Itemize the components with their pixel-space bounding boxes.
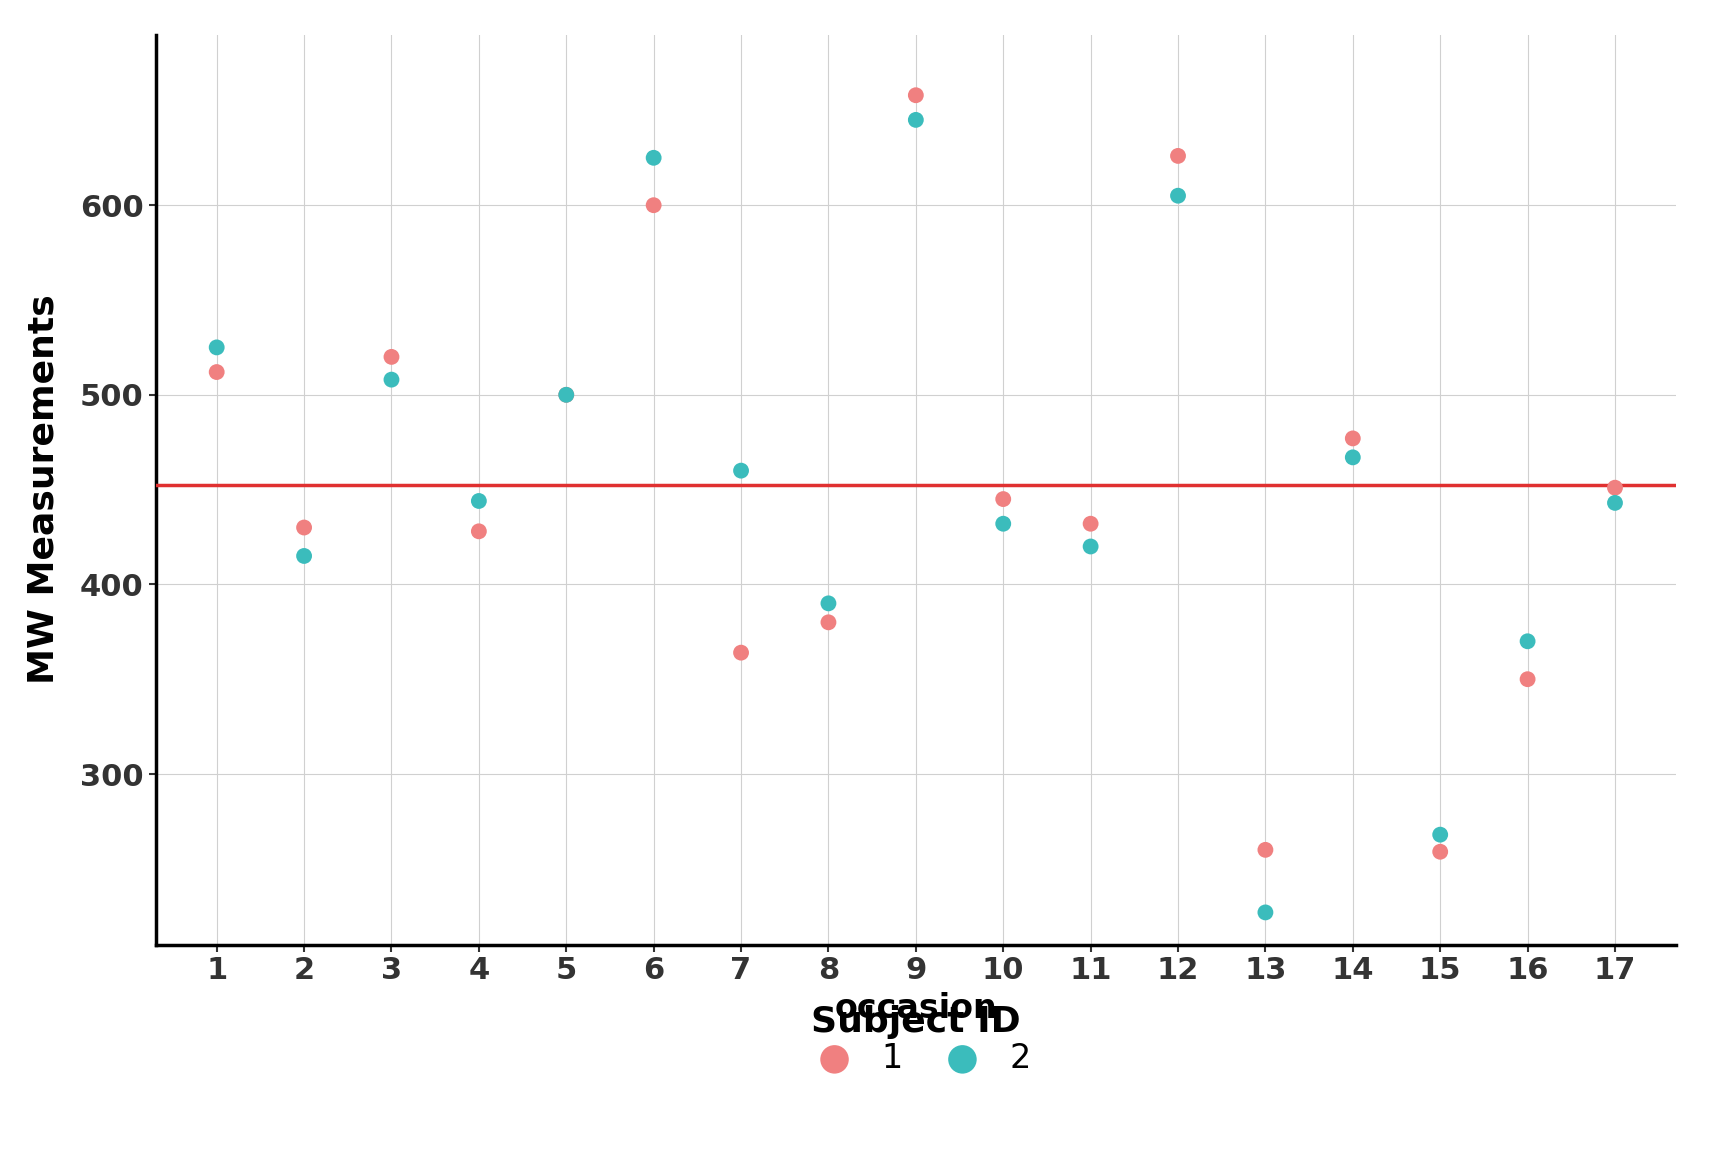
1 (639, 196, 667, 214)
1 (1514, 670, 1541, 689)
2 (1251, 903, 1279, 922)
X-axis label: Subject ID: Subject ID (810, 1005, 1021, 1039)
1 (902, 86, 930, 105)
Legend: 1, 2: 1, 2 (785, 976, 1047, 1092)
2 (902, 111, 930, 129)
2 (727, 462, 755, 480)
2 (1339, 448, 1367, 467)
2 (639, 149, 667, 167)
1 (727, 644, 755, 662)
1 (1426, 842, 1453, 861)
2 (814, 594, 842, 613)
2 (553, 386, 581, 404)
1 (553, 386, 581, 404)
1 (1077, 515, 1104, 533)
1 (1165, 146, 1192, 165)
1 (290, 518, 318, 537)
2 (202, 339, 230, 357)
2 (1602, 494, 1630, 513)
1 (990, 490, 1018, 508)
1 (378, 348, 406, 366)
1 (1339, 430, 1367, 448)
2 (1165, 187, 1192, 205)
2 (378, 371, 406, 389)
Y-axis label: MW Measurements: MW Measurements (26, 295, 60, 684)
1 (202, 363, 230, 381)
2 (990, 515, 1018, 533)
1 (814, 613, 842, 631)
1 (465, 522, 492, 540)
2 (290, 547, 318, 566)
2 (1514, 632, 1541, 651)
1 (1602, 478, 1630, 497)
2 (1077, 537, 1104, 555)
1 (1251, 841, 1279, 859)
2 (465, 492, 492, 510)
2 (1426, 826, 1453, 844)
